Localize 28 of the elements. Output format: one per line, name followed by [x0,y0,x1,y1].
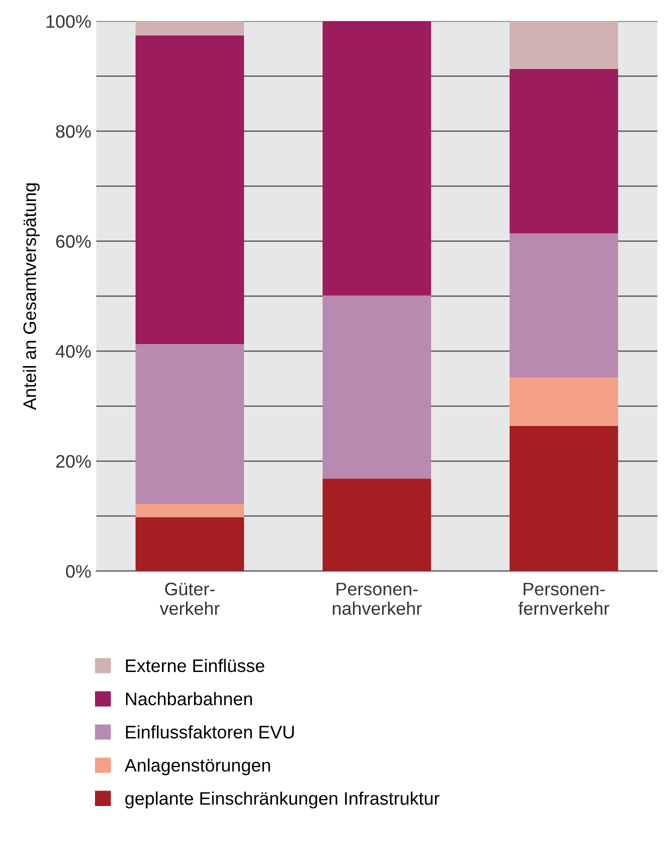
bar [136,35,244,344]
bar [322,478,432,572]
x-tick-label: Personen- fernverkehr [518,582,610,615]
x-tick-label: Güter- verkehr [160,582,220,615]
y-tick-label: 100% [46,15,91,28]
legend-label: Externe Einflüsse [126,658,264,672]
bar [136,344,244,504]
y-tick-label: 60% [56,235,91,248]
bar [510,233,618,378]
y-tick-label: 80% [56,125,91,138]
legend-label: Nachbarbahnen [126,692,252,706]
bar [322,21,432,296]
bar [510,21,618,69]
x-tick-label: Personen- nahverkehr [332,582,422,615]
bar [136,21,244,36]
legend-label: Anlagenstörungen [124,758,270,776]
bar [322,296,432,479]
legend-label: Einflussfaktoren EVU [126,725,294,738]
bar [510,426,618,572]
y-axis-title: Anteil an Gesamtverspätung [22,183,40,410]
bar [510,377,618,426]
y-tick-label: 40% [56,345,91,358]
y-tick-label: 20% [56,455,91,468]
bar [136,504,244,518]
bar [136,517,244,572]
y-tick-label: 0% [66,564,91,578]
legend-label: geplante Einschränkungen Infrastruktur [125,792,440,808]
bar [510,68,618,234]
